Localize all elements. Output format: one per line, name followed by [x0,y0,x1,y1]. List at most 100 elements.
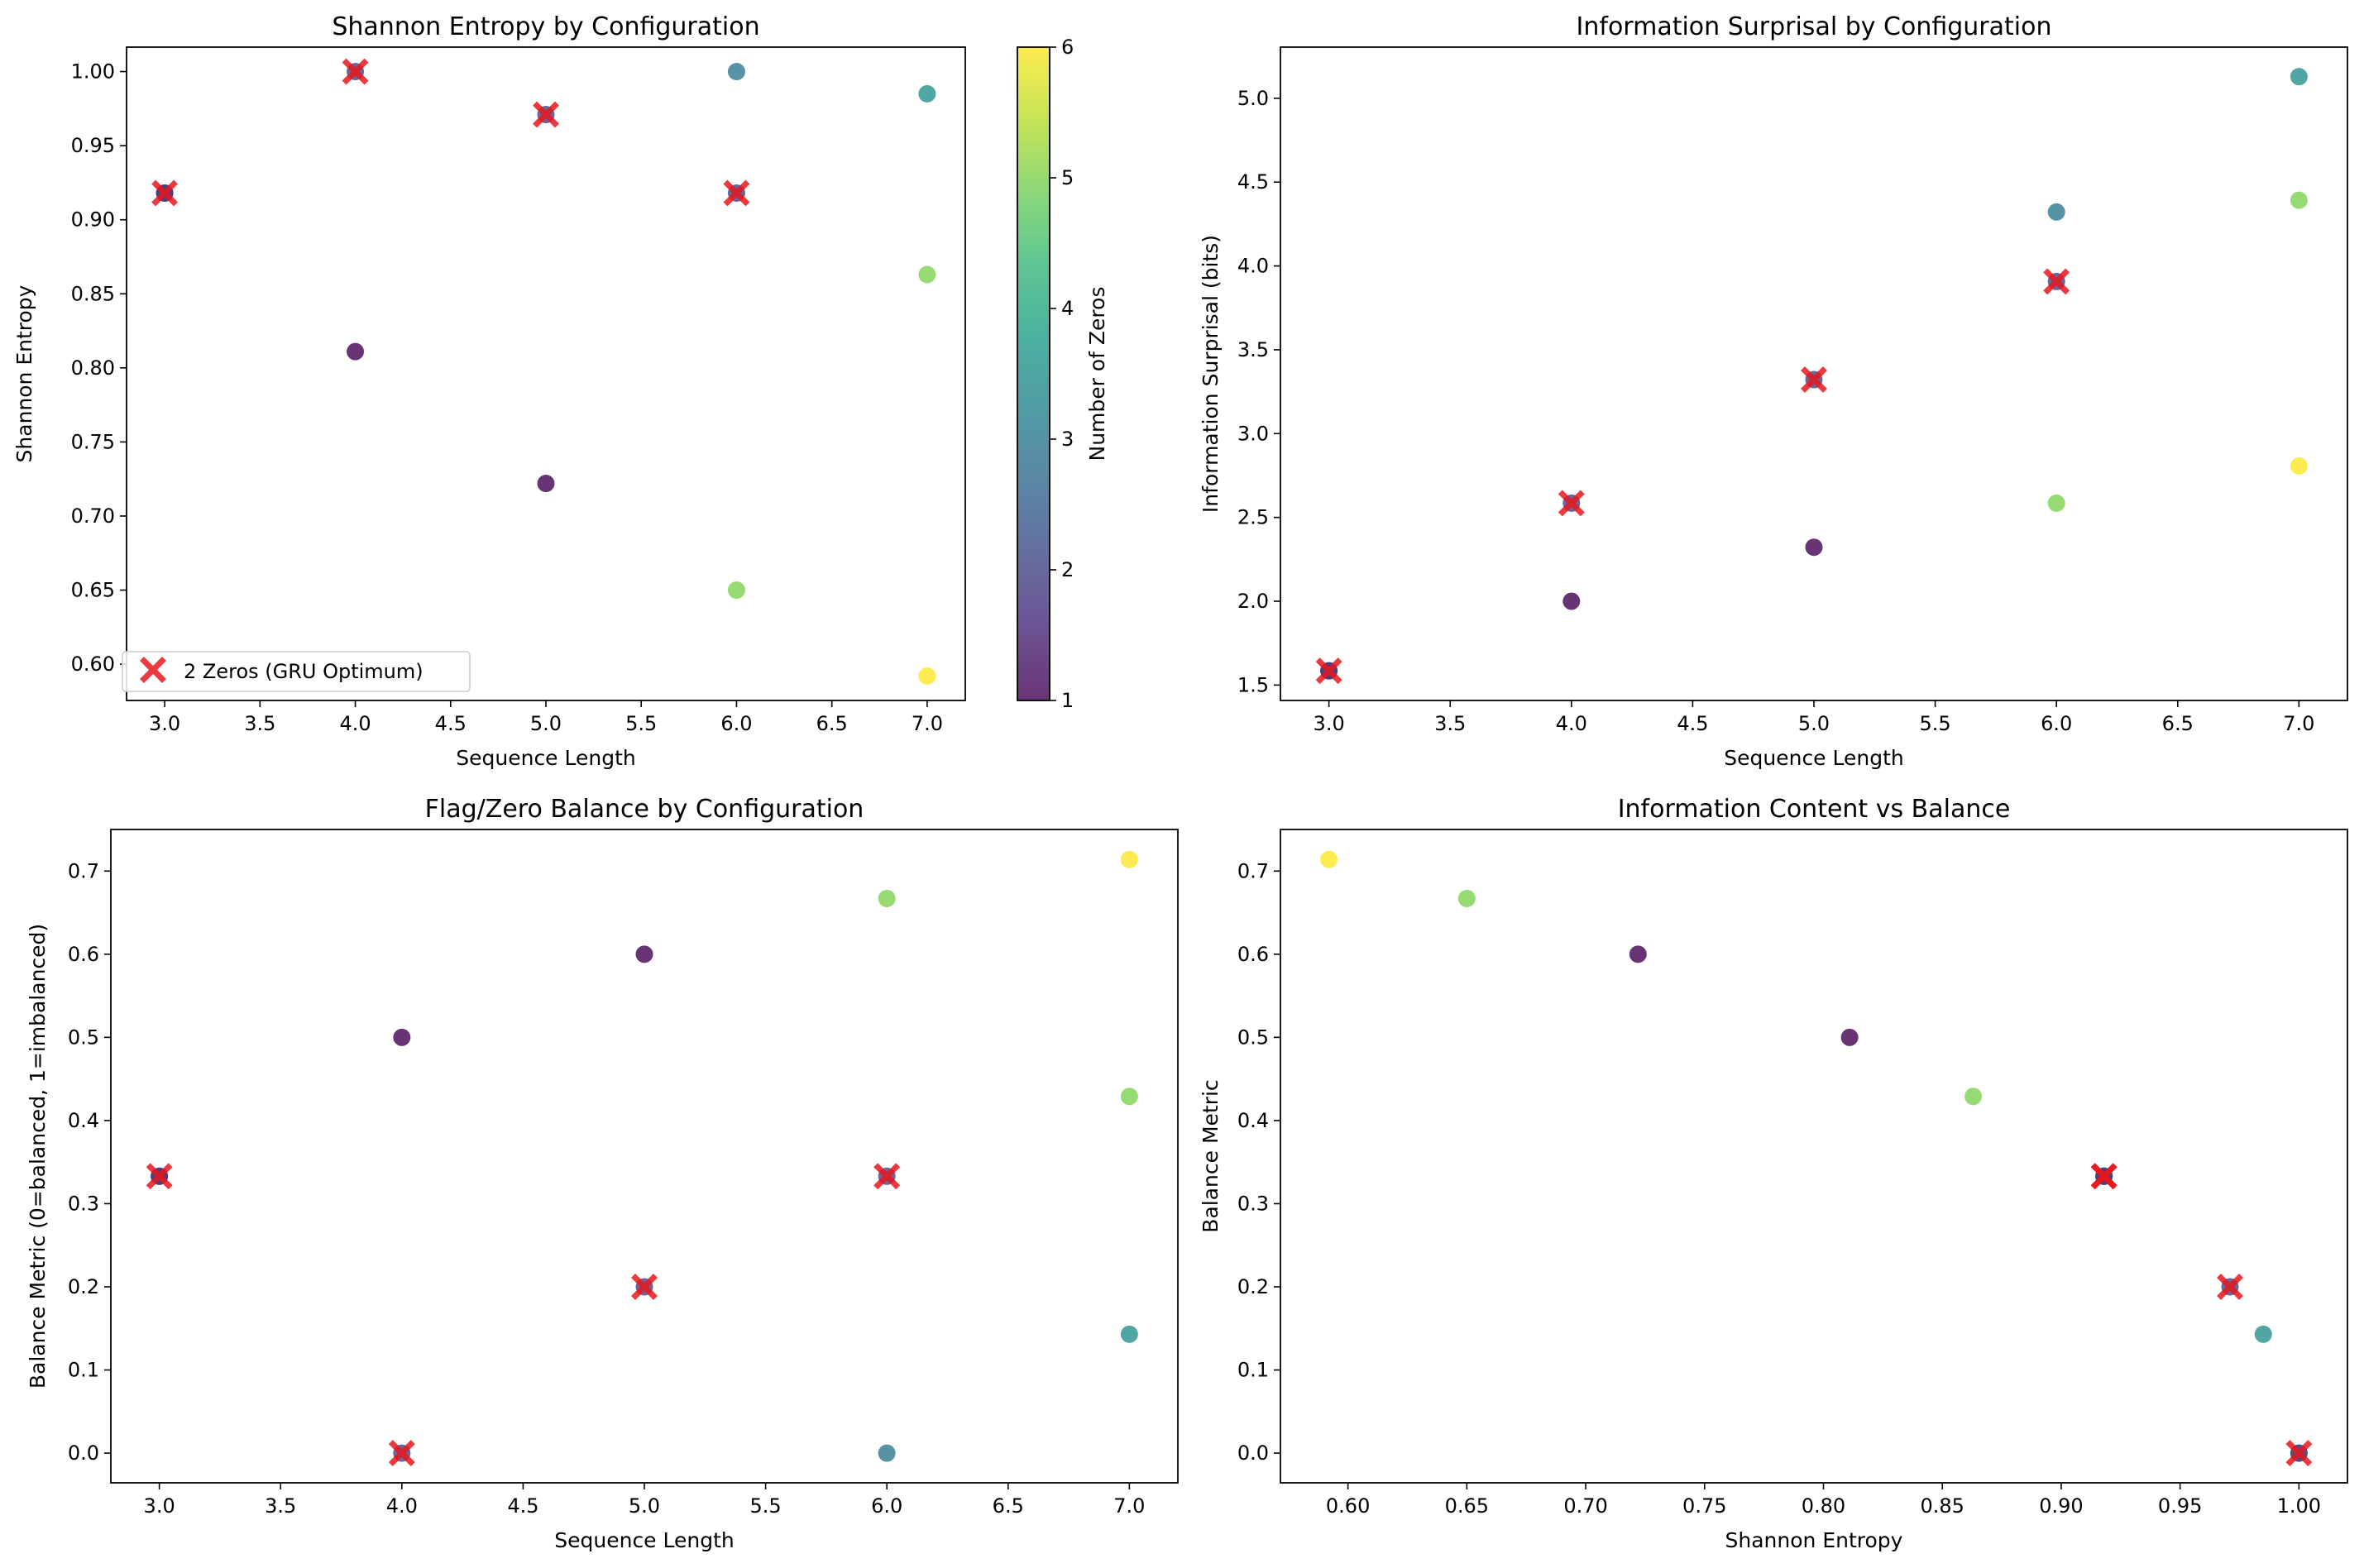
colorbar-tick-label: 1 [1061,689,1074,712]
y-tick-label: 0.7 [68,859,99,882]
y-ticks: 0.60 0.65 0.70 0.75 0.80 0.85 0.90 0.95 1.00 [71,60,127,676]
y-ticks: 0.0 0.1 0.2 0.3 0.4 0.5 0.6 0.7 [68,859,111,1465]
x-tick-label: 7.0 [2283,712,2314,735]
y-tick-label: 0.4 [68,1109,99,1132]
x-tick-label: 0.80 [1802,1494,1845,1518]
x-tick-label: 7.0 [912,712,943,735]
colorbar-label: Number of Zeros [1085,287,1109,461]
y-tick-label: 0.1 [68,1359,99,1382]
x-axis-label: Shannon Entropy [1725,1528,1903,1552]
scatter-point [727,63,745,81]
x-tick-label: 5.0 [530,712,562,735]
y-tick-label: 0.2 [68,1275,99,1298]
x-tick-label: 3.0 [149,712,180,735]
scatter-point [918,667,936,685]
y-tick-label: 1.5 [1237,673,1269,696]
x-tick-label: 0.75 [1682,1494,1726,1518]
y-axis-label: Shannon Entropy [12,284,36,462]
x-tick-label: 5.0 [1798,712,1830,735]
y-tick-label: 0.65 [71,579,115,602]
y-tick-label: 0.75 [71,430,115,453]
scatter-point [1964,1088,1983,1106]
x-tick-label: 6.5 [816,712,848,735]
highlight-marker [2285,1440,2313,1467]
x-tick-label: 4.5 [1677,712,1708,735]
highlight-marker [342,58,369,85]
scatter-point [1562,592,1581,610]
x-tick-label: 3.0 [1314,712,1345,735]
colorbar-tick-label: 6 [1061,36,1074,59]
x-tick-label: 0.70 [1563,1494,1607,1518]
scatter-point [1320,850,1338,868]
scatter-point [537,475,555,493]
x-ticks: 3.0 3.5 4.0 4.5 5.0 5.5 6.0 6.5 7.0 [149,700,943,735]
y-tick-label: 0.90 [71,208,115,232]
scatter-point [1840,1028,1859,1046]
x-ticks: 0.60 0.65 0.70 0.75 0.80 0.85 0.90 0.95 1.00 [1326,1483,2321,1518]
chart-title: Information Surprisal by Configuration [1577,12,2052,41]
y-tick-label: 2.5 [1237,506,1269,529]
panel-info-vs-balance: 0.60 0.65 0.70 0.75 0.80 0.85 0.90 0.95 1.00 0.0… [1199,795,2348,1552]
scatter-point [1120,1088,1138,1106]
y-tick-label: 0.95 [71,134,115,157]
chart-title: Flag/Zero Balance by Configuration [425,795,864,824]
scatter-point [2290,68,2308,86]
y-tick-label: 3.5 [1237,338,1269,361]
scatter-point [2290,457,2308,475]
colorbar-tick-label: 4 [1061,297,1074,320]
y-tick-label: 0.80 [71,356,115,380]
y-tick-label: 0.60 [71,653,115,676]
y-tick-label: 0.0 [1237,1441,1269,1465]
scatter-point [1120,1325,1138,1343]
y-tick-label: 5.0 [1237,87,1269,110]
legend: 2 Zeros (GRU Optimum) [122,651,471,692]
highlight-marker [2217,1274,2243,1300]
highlight-marker [873,1163,901,1190]
y-tick-label: 0.6 [1237,943,1269,966]
highlight-marker [2043,268,2070,295]
x-tick-label: 0.90 [2039,1494,2083,1518]
colorbar-gradient [1017,47,1050,700]
x-tick-label: 4.0 [339,712,371,735]
legend-frame [122,651,471,692]
x-tick-label: 0.95 [2158,1494,2202,1518]
highlight-marker [1801,366,1827,393]
scatter-point [1629,945,1647,963]
x-tick-label: 5.0 [629,1494,660,1518]
x-tick-label: 4.0 [1556,712,1587,735]
y-tick-label: 0.3 [68,1192,99,1215]
x-tick-label: 0.60 [1326,1494,1370,1518]
y-axis-label: Balance Metric [1199,1079,1223,1232]
x-tick-label: 6.0 [2041,712,2072,735]
highlight-marker [2090,1163,2118,1190]
scatter-point [1120,850,1138,868]
scatter-point [1457,889,1476,907]
y-tick-label: 0.3 [1237,1192,1269,1215]
scatter-point [1805,538,1823,557]
x-tick-label: 4.5 [507,1494,538,1518]
chart-title: Shannon Entropy by Configuration [332,12,759,41]
legend-marker [140,657,166,683]
y-tick-label: 0.1 [1237,1359,1269,1382]
plot-frame [110,829,1179,1484]
x-tick-label: 1.00 [2277,1494,2321,1518]
y-tick-label: 0.6 [68,943,99,966]
scatter-point [2047,203,2065,221]
panel-surprisal: 3.0 3.5 4.0 4.5 5.0 5.5 6.0 6.5 7.0 1.5 2.0 2.5 3.0… [1199,12,2348,770]
scatter-point [635,945,653,963]
x-tick-label: 0.65 [1445,1494,1489,1518]
x-tick-label: 4.0 [386,1494,418,1518]
x-ticks: 3.0 3.5 4.0 4.5 5.0 5.5 6.0 6.5 7.0 [144,1483,1145,1518]
scatter-point [2254,1325,2272,1343]
scatter-point [2047,494,2065,512]
colorbar-tick-label: 2 [1061,558,1074,581]
x-tick-label: 7.0 [1113,1494,1145,1518]
plot-frame [1280,829,2348,1484]
scatter-marks [1320,850,2313,1467]
x-tick-label: 5.5 [750,1494,782,1518]
scatter-marks [1315,68,2308,685]
colorbar-tick-label: 3 [1061,428,1074,451]
colorbar-ticks: 1 2 3 4 5 6 [1050,36,1074,712]
highlight-marker [1558,490,1585,517]
